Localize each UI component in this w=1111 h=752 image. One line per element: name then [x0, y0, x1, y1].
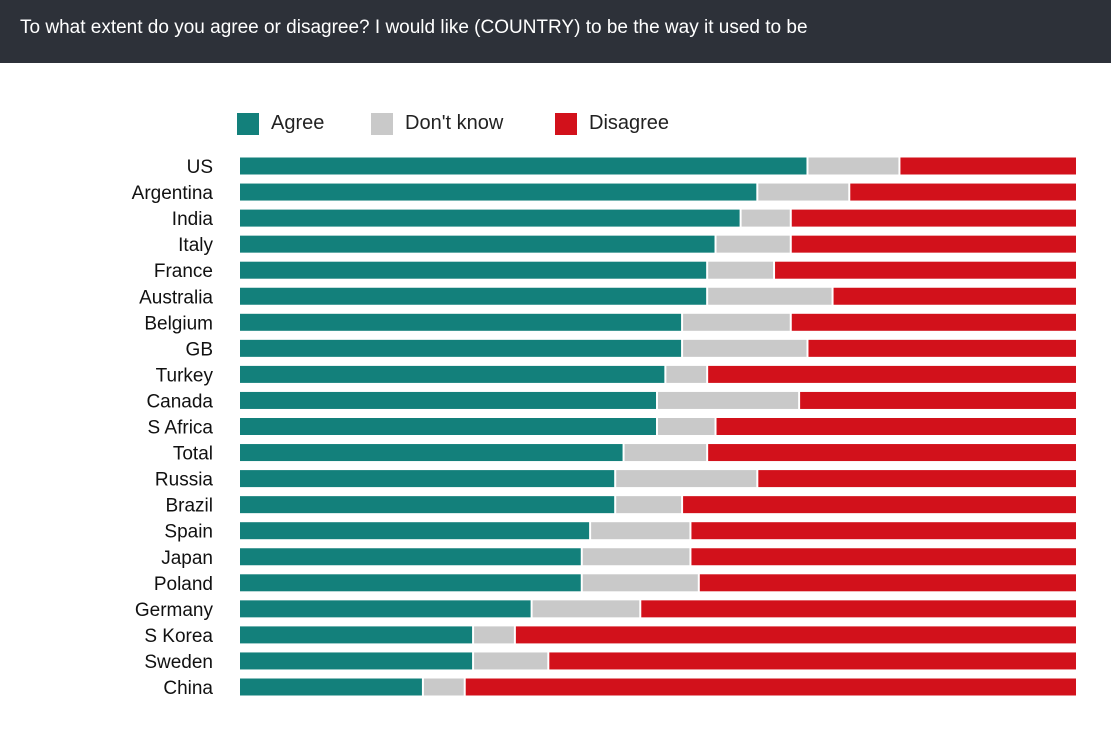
- category-label: Turkey: [156, 365, 214, 386]
- category-label: France: [154, 261, 213, 282]
- bar-don-t-know-india: [741, 209, 790, 227]
- bar-agree-us: [240, 157, 807, 175]
- category-label: Italy: [178, 235, 213, 256]
- category-label: Australia: [139, 287, 213, 308]
- bar-disagree-australia: [833, 287, 1076, 305]
- bar-agree-s-africa: [240, 418, 656, 435]
- bar-disagree-china: [465, 678, 1077, 696]
- bar-agree-poland: [240, 574, 581, 592]
- legend-label: Agree: [271, 112, 325, 134]
- bar-don-t-know-poland: [582, 574, 698, 592]
- category-label: S Korea: [144, 626, 213, 647]
- bar-don-t-know-france: [708, 261, 774, 279]
- bar-don-t-know-japan: [582, 548, 690, 566]
- bar-don-t-know-s-korea: [474, 626, 514, 644]
- bar-disagree-italy: [791, 235, 1076, 253]
- bar-don-t-know-china: [423, 678, 464, 696]
- bar-disagree-gb: [808, 339, 1076, 357]
- category-label: China: [163, 678, 213, 699]
- category-label: S Africa: [148, 418, 214, 439]
- bar-agree-italy: [240, 235, 715, 253]
- bar-disagree-belgium: [791, 313, 1076, 331]
- chart-title: To what extent do you agree or disagree?…: [20, 17, 808, 38]
- bar-don-t-know-gb: [683, 339, 807, 357]
- legend-item: Disagree: [555, 112, 669, 135]
- category-label: GB: [186, 339, 213, 360]
- legend-label: Don't know: [405, 112, 504, 134]
- bar-disagree-argentina: [850, 183, 1076, 201]
- category-label: Canada: [146, 391, 213, 412]
- bar-agree-germany: [240, 600, 531, 618]
- bar-disagree-spain: [691, 522, 1076, 540]
- bar-disagree-sweden: [549, 652, 1076, 670]
- bar-disagree-s-korea: [515, 626, 1076, 644]
- bar-disagree-russia: [758, 470, 1076, 488]
- bar-don-t-know-brazil: [616, 496, 682, 514]
- bar-disagree-canada: [800, 391, 1076, 409]
- title-bar: To what extent do you agree or disagree?…: [0, 0, 1111, 63]
- bar-agree-spain: [240, 522, 590, 540]
- bar-agree-india: [240, 209, 740, 227]
- category-label: India: [172, 209, 214, 230]
- bar-agree-australia: [240, 287, 707, 305]
- bar-disagree-india: [791, 209, 1076, 227]
- category-label: Brazil: [165, 496, 213, 517]
- bar-agree-gb: [240, 339, 682, 357]
- bar-agree-japan: [240, 548, 581, 566]
- category-label: Germany: [135, 600, 214, 621]
- bar-agree-france: [240, 261, 707, 279]
- category-label: Spain: [164, 522, 213, 543]
- bar-agree-china: [240, 678, 422, 696]
- bar-agree-argentina: [240, 183, 757, 201]
- bar-don-t-know-russia: [616, 470, 757, 488]
- bar-agree-turkey: [240, 365, 665, 383]
- bar-don-t-know-germany: [532, 600, 640, 618]
- bar-don-t-know-total: [624, 444, 707, 462]
- bar-don-t-know-italy: [716, 235, 790, 253]
- legend-item: Agree: [237, 112, 324, 135]
- bar-disagree-japan: [691, 548, 1076, 566]
- bar-don-t-know-sweden: [474, 652, 548, 670]
- bar-agree-s-korea: [240, 626, 473, 644]
- category-label: Poland: [154, 574, 213, 595]
- category-label: Belgium: [144, 313, 213, 334]
- bar-disagree-total: [708, 444, 1076, 462]
- bar-don-t-know-us: [808, 157, 899, 175]
- category-label: Argentina: [132, 183, 214, 204]
- bar-don-t-know-s-africa: [658, 418, 715, 435]
- category-label: Russia: [155, 470, 214, 491]
- legend-label: Disagree: [589, 112, 670, 134]
- bar-don-t-know-turkey: [666, 365, 707, 383]
- bar-disagree-germany: [641, 600, 1076, 618]
- bar-agree-canada: [240, 391, 656, 409]
- legend-swatch: [237, 112, 259, 135]
- legend-swatch: [555, 112, 577, 135]
- bar-disagree-turkey: [708, 365, 1076, 383]
- category-label: US: [187, 157, 213, 178]
- bar-don-t-know-belgium: [683, 313, 790, 331]
- bar-agree-russia: [240, 470, 615, 488]
- bar-agree-total: [240, 444, 623, 462]
- bar-don-t-know-argentina: [758, 183, 849, 201]
- bar-disagree-brazil: [683, 496, 1076, 514]
- bar-disagree-s-africa: [716, 418, 1076, 435]
- bar-disagree-france: [775, 261, 1076, 279]
- category-label: Sweden: [144, 652, 213, 673]
- legend-swatch: [371, 112, 393, 135]
- bar-don-t-know-australia: [708, 287, 832, 305]
- bar-agree-belgium: [240, 313, 682, 331]
- legend-item: Don't know: [371, 112, 503, 135]
- bar-agree-brazil: [240, 496, 615, 514]
- bar-agree-sweden: [240, 652, 473, 670]
- bar-don-t-know-spain: [591, 522, 690, 540]
- bar-disagree-us: [900, 157, 1076, 175]
- category-label: Total: [173, 444, 213, 465]
- category-label: Japan: [161, 548, 213, 569]
- bar-don-t-know-canada: [658, 391, 799, 409]
- bar-disagree-poland: [699, 574, 1076, 592]
